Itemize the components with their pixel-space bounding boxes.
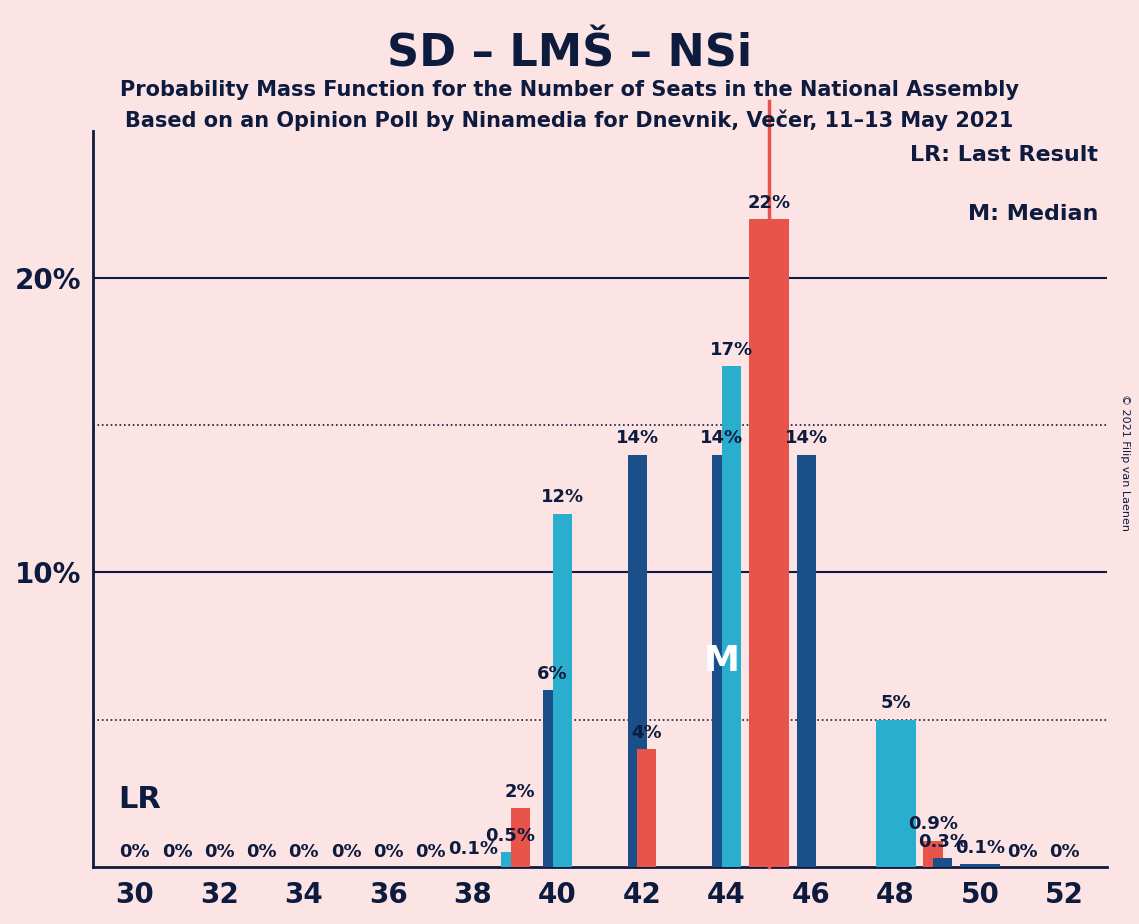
Bar [501, 852, 519, 867]
Text: LR: Last Result: LR: Last Result [910, 145, 1098, 165]
Text: 0%: 0% [1007, 844, 1038, 861]
Text: SD – LMŠ – NSi: SD – LMŠ – NSi [387, 32, 752, 76]
Bar [552, 514, 572, 867]
Text: Based on an Opinion Poll by Ninamedia for Dnevnik, Večer, 11–13 May 2021: Based on an Opinion Poll by Ninamedia fo… [125, 109, 1014, 130]
Text: 14%: 14% [615, 430, 658, 447]
Text: 5%: 5% [880, 695, 911, 712]
Bar [638, 749, 656, 867]
Text: 0%: 0% [162, 844, 192, 861]
Bar [510, 808, 530, 867]
Bar [924, 841, 942, 867]
Text: 2%: 2% [505, 783, 535, 801]
Text: 0.1%: 0.1% [448, 840, 498, 858]
Text: 0.1%: 0.1% [956, 839, 1005, 857]
Bar [748, 219, 789, 867]
Bar [876, 720, 916, 867]
Text: 0%: 0% [330, 844, 361, 861]
Text: LR: LR [118, 785, 161, 814]
Bar [628, 455, 647, 867]
Text: 14%: 14% [785, 430, 828, 447]
Text: M: Median: M: Median [968, 204, 1098, 225]
Text: 0%: 0% [416, 844, 446, 861]
Text: M: M [704, 644, 739, 678]
Text: 22%: 22% [747, 193, 790, 212]
Text: 6%: 6% [538, 665, 568, 683]
Text: 12%: 12% [541, 488, 584, 506]
Text: 4%: 4% [631, 723, 662, 742]
Text: 0%: 0% [288, 844, 319, 861]
Text: 0%: 0% [374, 844, 403, 861]
Bar [960, 864, 1000, 867]
Bar [933, 858, 952, 867]
Bar [543, 690, 563, 867]
Bar [796, 455, 816, 867]
Text: 17%: 17% [710, 341, 753, 359]
Text: 0%: 0% [120, 844, 150, 861]
Text: 0.3%: 0.3% [918, 833, 968, 851]
Text: Probability Mass Function for the Number of Seats in the National Assembly: Probability Mass Function for the Number… [120, 80, 1019, 101]
Text: 0%: 0% [204, 844, 235, 861]
Bar [722, 366, 741, 867]
Text: 0.5%: 0.5% [485, 827, 535, 845]
Text: © 2021 Filip van Laenen: © 2021 Filip van Laenen [1121, 394, 1130, 530]
Text: 14%: 14% [700, 430, 744, 447]
Text: 0%: 0% [1049, 844, 1080, 861]
Text: 0.9%: 0.9% [908, 815, 958, 833]
Bar [712, 455, 731, 867]
Text: 0%: 0% [246, 844, 277, 861]
